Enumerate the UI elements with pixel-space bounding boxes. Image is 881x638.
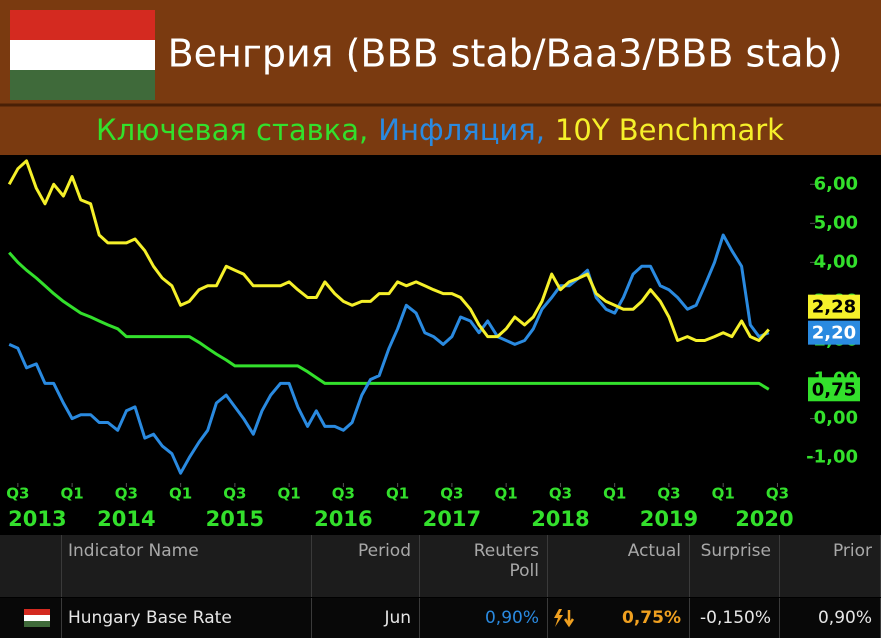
column-header-text: Surprise xyxy=(700,541,771,561)
year-label: 2019 xyxy=(640,507,698,531)
x-tick-label: Q3 xyxy=(766,485,789,503)
column-header: Prior xyxy=(780,535,881,597)
year-label: 2018 xyxy=(531,507,589,531)
cell-text: Jun xyxy=(384,608,411,628)
year-label: 2016 xyxy=(314,507,372,531)
column-header-text: Actual xyxy=(627,541,681,561)
end-label: 0,75 xyxy=(812,379,856,400)
y-tick-label: 6,00 xyxy=(814,173,858,194)
series-line xyxy=(8,233,770,475)
column-header: Surprise xyxy=(690,535,780,597)
table-cell: 0,90% xyxy=(420,598,548,638)
x-tick-label: Q3 xyxy=(115,485,138,503)
legend: Ключевая ставка, Инфляция, 10Y Benchmark xyxy=(96,113,784,147)
x-tick-label: Q1 xyxy=(712,485,735,503)
year-label: 2017 xyxy=(423,507,481,531)
cell-text: 0,90% xyxy=(484,608,539,628)
table-cell: 0,90% xyxy=(780,598,881,638)
x-tick-label: Q3 xyxy=(223,485,246,503)
series-line xyxy=(8,251,770,391)
year-label: 2014 xyxy=(97,507,155,531)
table-cell: 0,75% xyxy=(548,598,690,638)
header-cell xyxy=(0,535,62,597)
row-flag xyxy=(24,609,50,627)
x-tick-label: Q1 xyxy=(61,485,84,503)
legend-entry: 10Y Benchmark xyxy=(555,113,784,147)
chart-title: Венгрия (BBB stab/Baa3/BBB stab) xyxy=(168,32,843,76)
y-tick-label: 4,00 xyxy=(814,251,858,272)
end-label: 2,20 xyxy=(812,323,856,344)
x-tick-label: Q3 xyxy=(549,485,572,503)
end-label-box xyxy=(808,294,860,319)
y-tick-label: 0,00 xyxy=(814,408,858,429)
table: Indicator Name Hungary Base Rate Period Jun… xyxy=(0,535,881,638)
column-header-text: Indicator Name xyxy=(68,541,199,561)
year-label: 2013 xyxy=(8,507,66,531)
legend-entry: Инфляция, xyxy=(378,113,545,147)
column-header: Indicator Name xyxy=(62,535,312,597)
x-tick-label: Q1 xyxy=(278,485,301,503)
end-label-box xyxy=(808,320,860,345)
y-tick-label: -1,00 xyxy=(806,447,858,468)
series-line xyxy=(7,159,770,342)
x-tick-label: Q1 xyxy=(169,485,192,503)
column-header: Actual xyxy=(548,535,690,597)
chart: Венгрия (BBB stab/Baa3/BBB stab) Ключева… xyxy=(0,0,881,535)
y-tick-label: 5,00 xyxy=(814,212,858,233)
x-tick-label: Q3 xyxy=(332,485,355,503)
end-label: 2,28 xyxy=(812,297,856,318)
x-tick-label: Q3 xyxy=(657,485,680,503)
cell-text: 0,75% xyxy=(622,608,681,628)
column-header-text: Prior xyxy=(832,541,872,561)
flag xyxy=(10,10,155,100)
subtitle-banner xyxy=(0,105,881,155)
column-header-text: Reuters Poll xyxy=(473,541,539,581)
x-tick-label: Q1 xyxy=(495,485,518,503)
cell-text: 0,90% xyxy=(817,608,872,628)
surprise-icon xyxy=(554,609,575,628)
cell-text: -0,150% xyxy=(700,608,771,628)
legend-entry: Ключевая ставка, xyxy=(96,113,368,147)
plot-background xyxy=(0,155,881,535)
x-tick-label: Q1 xyxy=(603,485,626,503)
column-header: Reuters Poll xyxy=(420,535,548,597)
table-cell: Jun xyxy=(312,598,420,638)
x-tick-label: Q3 xyxy=(6,485,29,503)
table-cell: Hungary Base Rate xyxy=(62,598,312,638)
end-label-box xyxy=(808,377,860,402)
column-header: Period xyxy=(312,535,420,597)
x-tick-label: Q3 xyxy=(440,485,463,503)
table-cell: -0,150% xyxy=(690,598,780,638)
x-tick-label: Q1 xyxy=(386,485,409,503)
flag-cell xyxy=(0,598,62,638)
column-header-text: Period xyxy=(357,541,411,561)
cell-text: Hungary Base Rate xyxy=(68,608,232,628)
year-label: 2015 xyxy=(206,507,264,531)
year-label: 2020 xyxy=(735,507,793,531)
